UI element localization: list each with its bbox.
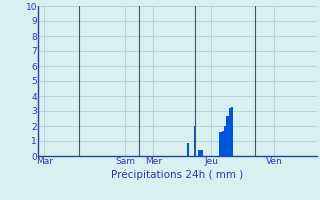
Bar: [220, 132, 222, 156]
Bar: [201, 150, 203, 156]
Bar: [194, 126, 196, 156]
Bar: [187, 142, 189, 156]
Bar: [226, 116, 229, 156]
Bar: [229, 108, 231, 156]
Bar: [224, 126, 226, 156]
X-axis label: Précipitations 24h ( mm ): Précipitations 24h ( mm ): [111, 169, 244, 180]
Bar: [222, 130, 224, 156]
Bar: [198, 150, 201, 156]
Bar: [231, 106, 233, 156]
